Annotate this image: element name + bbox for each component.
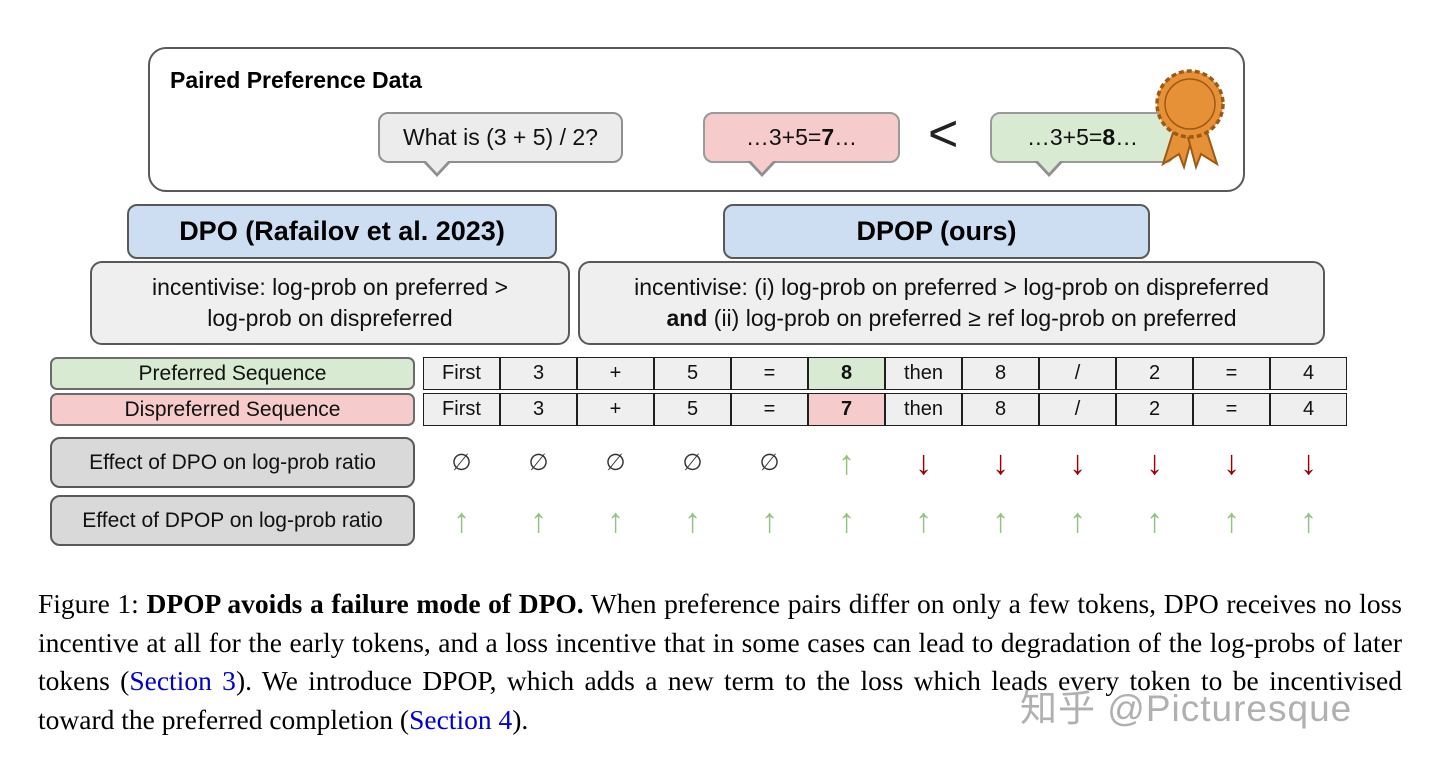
token-cell: =: [731, 393, 808, 426]
dpo-effect-row: ∅ ∅ ∅ ∅ ∅ ↑ ↓ ↓ ↓ ↓ ↓ ↓: [423, 437, 1347, 488]
down-arrow-icon: ↓: [915, 443, 932, 482]
token-cell: First: [423, 357, 500, 390]
token-cell: 5: [654, 357, 731, 390]
up-arrow-icon: ↑: [1069, 501, 1086, 540]
dpo-effect-label: Effect of DPO on log-prob ratio: [50, 437, 415, 488]
dpo-method-title: DPO (Rafailov et al. 2023): [179, 216, 505, 246]
token-cell: /: [1039, 393, 1116, 426]
token-cell: First: [423, 393, 500, 426]
caption-body-1: When preference pairs differ on only a f…: [38, 588, 1402, 696]
token-cell: 2: [1116, 393, 1193, 426]
up-arrow-icon: ↑: [530, 501, 547, 540]
token-cell: =: [731, 357, 808, 390]
dispreferred-answer-bubble: …3+5=7…: [703, 112, 900, 177]
caption-bold-lead: DPOP avoids a failure mode of DPO.: [146, 588, 584, 619]
up-arrow-icon: ↑: [453, 501, 470, 540]
no-effect-symbol: ∅: [528, 449, 549, 475]
caption-figure-label: Figure 1:: [38, 588, 147, 619]
up-arrow-icon: ↑: [1300, 501, 1317, 540]
down-arrow-icon: ↓: [1069, 443, 1086, 482]
token-cell: /: [1039, 357, 1116, 390]
section-4-link[interactable]: Section 4: [409, 703, 513, 735]
dpop-method-box: DPOP (ours): [723, 204, 1150, 259]
dispreferred-answer-text: …3+5=7…: [745, 124, 858, 150]
section-3-link[interactable]: Section 3: [129, 665, 236, 696]
preferred-answer-value: 8: [1102, 124, 1116, 150]
dpo-method-box: DPO (Rafailov et al. 2023): [127, 204, 557, 259]
dpop-method-title: DPOP (ours): [856, 216, 1017, 246]
dpo-incentive-line2: log-prob on dispreferred: [207, 305, 453, 331]
token-cell: 4: [1270, 393, 1347, 426]
token-cell: +: [577, 393, 654, 426]
less-than-symbol: <: [928, 105, 959, 163]
token-cell: 3: [500, 393, 577, 426]
dpop-incentive-box: incentivise: (i) log-prob on preferred >…: [578, 261, 1325, 345]
caption-body-3: ).: [512, 703, 529, 735]
token-cell: =: [1193, 393, 1270, 426]
dpop-effect-label: Effect of DPOP on log-prob ratio: [50, 495, 415, 546]
token-cell: 8: [962, 357, 1039, 390]
token-cell: 7: [808, 393, 885, 426]
down-arrow-icon: ↓: [1300, 443, 1317, 482]
down-arrow-icon: ↓: [1146, 443, 1163, 482]
prompt-text: What is (3 + 5) / 2?: [403, 124, 598, 150]
no-effect-symbol: ∅: [451, 449, 472, 475]
up-arrow-icon: ↑: [1146, 501, 1163, 540]
preferred-answer-text: …3+5=8…: [1026, 124, 1139, 150]
token-cell: 5: [654, 393, 731, 426]
dpo-incentive-box: incentivise: log-prob on preferred > log…: [90, 261, 570, 345]
up-arrow-icon: ↑: [761, 501, 778, 540]
preferred-sequence-label: Preferred Sequence: [50, 357, 415, 390]
dpop-incentive-line1: incentivise: (i) log-prob on preferred >…: [634, 274, 1269, 300]
no-effect-symbol: ∅: [682, 449, 703, 475]
token-cell: +: [577, 357, 654, 390]
token-cell: 8: [808, 357, 885, 390]
token-cell: 4: [1270, 357, 1347, 390]
preferred-answer-bubble: …3+5=8…: [990, 112, 1175, 177]
dispreferred-sequence-label: Dispreferred Sequence: [50, 393, 415, 426]
token-cell: =: [1193, 357, 1270, 390]
up-arrow-icon: ↑: [684, 501, 701, 540]
up-arrow-icon: ↑: [838, 443, 855, 482]
award-medal-icon: [1150, 68, 1230, 177]
token-cell: then: [885, 393, 962, 426]
dispreferred-answer-value: 7: [821, 124, 835, 150]
up-arrow-icon: ↑: [607, 501, 624, 540]
down-arrow-icon: ↓: [1223, 443, 1240, 482]
token-cell: 8: [962, 393, 1039, 426]
caption-body-2: ). We introduce DPOP, which adds a new t…: [38, 665, 1402, 735]
token-cell: 2: [1116, 357, 1193, 390]
prompt-speech-bubble: What is (3 + 5) / 2?: [378, 112, 623, 177]
paired-data-title: Paired Preference Data: [170, 67, 422, 93]
figure-caption: Figure 1: DPOP avoids a failure mode of …: [38, 585, 1402, 739]
up-arrow-icon: ↑: [992, 501, 1009, 540]
up-arrow-icon: ↑: [915, 501, 932, 540]
dispreferred-token-row: First 3 +5 = 7 then 8/2 = 4: [423, 393, 1347, 426]
token-cell: then: [885, 357, 962, 390]
dpop-incentive-line2: and (ii) log-prob on preferred ≥ ref log…: [666, 305, 1237, 331]
no-effect-symbol: ∅: [605, 449, 626, 475]
preferred-token-row: First 3 +5 = 8 then 8/2 = 4: [423, 357, 1347, 390]
no-effect-symbol: ∅: [759, 449, 780, 475]
up-arrow-icon: ↑: [1223, 501, 1240, 540]
token-cell: 3: [500, 357, 577, 390]
up-arrow-icon: ↑: [838, 501, 855, 540]
down-arrow-icon: ↓: [992, 443, 1009, 482]
dpop-effect-row: ↑ ↑ ↑ ↑ ↑ ↑ ↑ ↑ ↑ ↑ ↑ ↑: [423, 495, 1347, 546]
dpo-incentive-line1: incentivise: log-prob on preferred >: [151, 274, 509, 300]
